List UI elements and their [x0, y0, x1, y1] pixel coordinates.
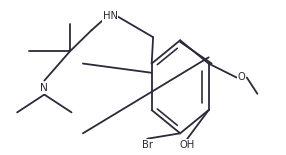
Text: OH: OH [180, 140, 195, 150]
Text: HN: HN [103, 11, 118, 21]
Text: N: N [40, 83, 48, 93]
Text: Br: Br [142, 140, 153, 150]
Text: O: O [238, 73, 246, 82]
